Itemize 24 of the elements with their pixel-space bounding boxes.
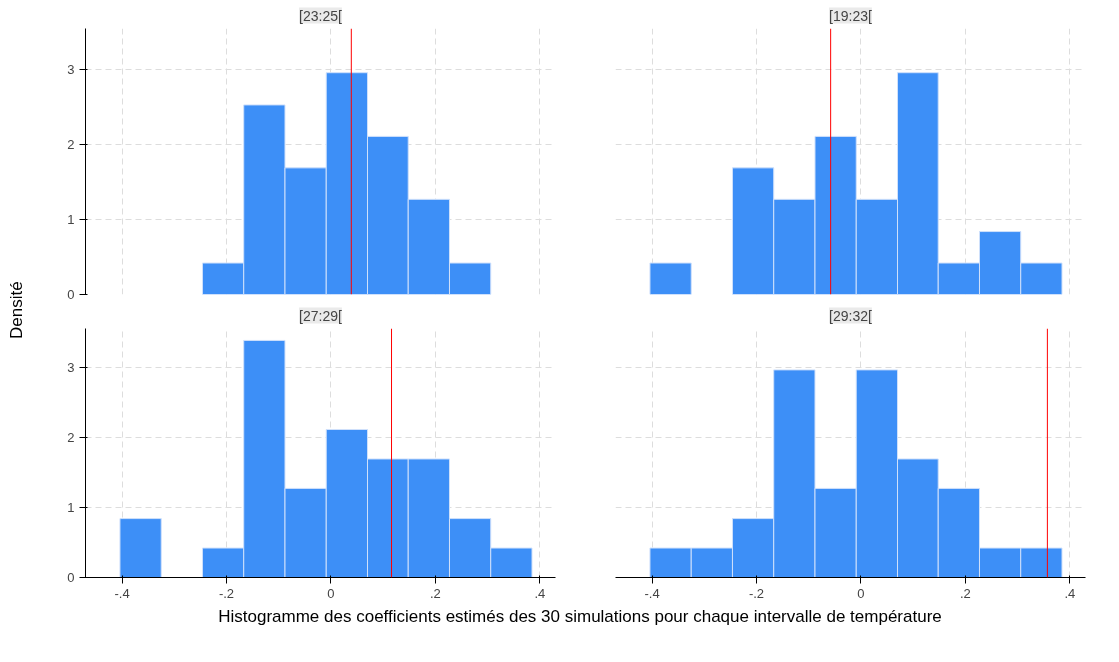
- y-tick-label: 2: [67, 429, 75, 445]
- x-tick-label: 0: [857, 585, 865, 601]
- chart-title: [19:23[: [829, 7, 873, 24]
- y-axis-title: Densité: [6, 281, 27, 339]
- y-tick-label: 0: [67, 287, 75, 302]
- y-tick-label: 1: [67, 499, 75, 515]
- x-tick-label: .2: [429, 585, 441, 601]
- y-tick-label: 3: [67, 359, 75, 375]
- x-tick-label: .4: [534, 585, 546, 601]
- chart-title: [29:32[: [829, 307, 873, 324]
- x-tick-label: -.4: [644, 585, 660, 601]
- x-axis-title: Histogramme des coefficients estimés des 30 simulations pour chaque intervalle de température: [218, 606, 942, 628]
- x-tick-label: -.2: [748, 585, 765, 601]
- chart-title: [23:25[: [299, 7, 343, 24]
- x-tick-label: -.2: [218, 585, 235, 601]
- x-tick-label: 0: [327, 585, 335, 601]
- x-tick-label: .4: [1064, 585, 1076, 601]
- y-tick-label: 1: [67, 212, 75, 228]
- chart-title: [27:29[: [299, 307, 343, 324]
- x-tick-label: -.4: [114, 585, 130, 601]
- y-tick-label: 3: [67, 62, 75, 78]
- y-tick-label: 0: [67, 570, 75, 585]
- x-tick-label: .2: [959, 585, 971, 601]
- y-tick-label: 2: [67, 137, 75, 153]
